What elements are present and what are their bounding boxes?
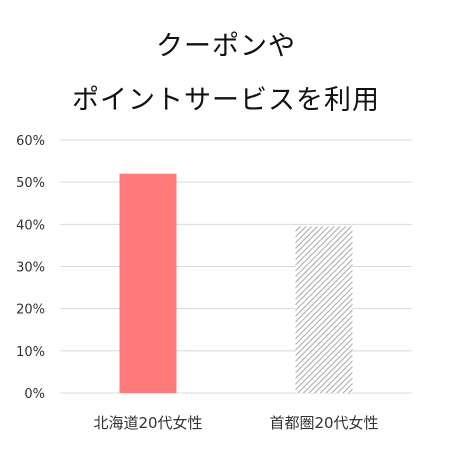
x-category-label: 北海道20代女性: [93, 414, 202, 432]
bars: [119, 173, 353, 393]
chart-title-line-2: ポイントサービスを利用: [72, 85, 380, 116]
y-tick-label: 40%: [16, 218, 45, 233]
axis-labels: 60% 50% 40% 30% 20% 10% 0% 北海道20代女性 首都圏20代女性: [16, 134, 378, 432]
x-category-label: 首都圏20代女性: [269, 414, 378, 432]
bar-0: [119, 173, 177, 393]
grid-lines: [60, 139, 412, 394]
y-tick-label: 10%: [16, 345, 45, 360]
chart-title-line-1: クーポンや: [156, 31, 296, 62]
y-tick-label: 50%: [16, 176, 45, 191]
y-tick-label: 0%: [24, 387, 45, 402]
bar-1: [295, 226, 353, 393]
y-tick-label: 30%: [16, 261, 45, 276]
y-tick-label: 60%: [16, 134, 45, 149]
y-tick-label: 20%: [16, 303, 45, 318]
